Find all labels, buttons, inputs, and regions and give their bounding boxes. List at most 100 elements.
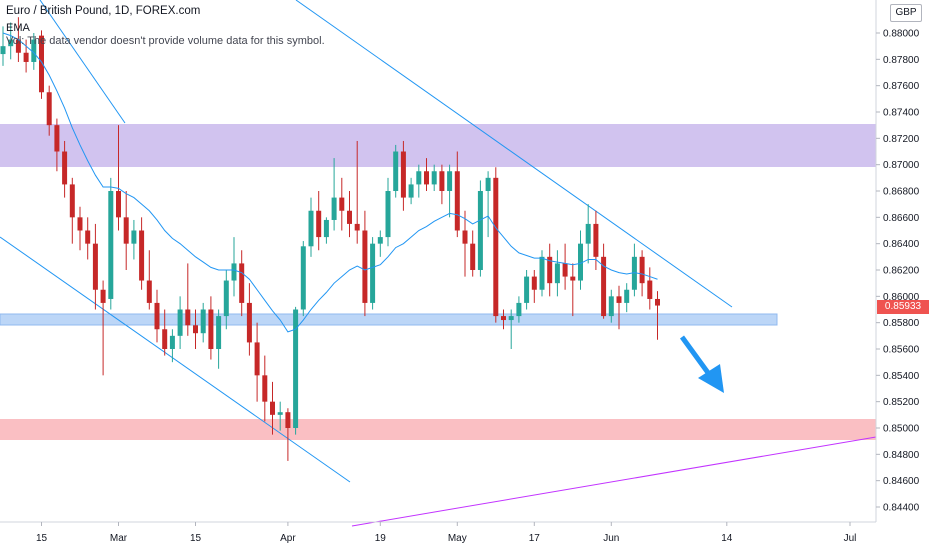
supply-zone[interactable] bbox=[0, 124, 876, 167]
candle-down[interactable] bbox=[285, 412, 291, 428]
candle-up[interactable] bbox=[323, 219, 329, 238]
candle-up[interactable] bbox=[216, 316, 222, 349]
candle-down[interactable] bbox=[570, 276, 576, 281]
candle-down[interactable] bbox=[262, 375, 268, 402]
candle-up[interactable] bbox=[539, 256, 545, 290]
candle-down[interactable] bbox=[54, 125, 60, 152]
candle-down[interactable] bbox=[593, 223, 599, 257]
candle-up[interactable] bbox=[554, 263, 560, 284]
candle-down[interactable] bbox=[23, 52, 29, 62]
candle-up[interactable] bbox=[485, 177, 491, 191]
candle-down[interactable] bbox=[339, 197, 345, 211]
candle-down[interactable] bbox=[123, 217, 129, 244]
candle-up[interactable] bbox=[31, 39, 37, 62]
candle-down[interactable] bbox=[254, 342, 260, 376]
candle-down[interactable] bbox=[655, 298, 660, 306]
candle-down[interactable] bbox=[424, 171, 429, 185]
candle-up[interactable] bbox=[300, 246, 306, 310]
candle-down[interactable] bbox=[347, 210, 352, 224]
candle-up[interactable] bbox=[631, 256, 637, 290]
candle-down[interactable] bbox=[454, 171, 460, 231]
candle-down[interactable] bbox=[270, 401, 275, 415]
demand-zone[interactable] bbox=[0, 419, 876, 440]
candle-down[interactable] bbox=[316, 210, 322, 238]
time-axis[interactable]: 15 Mar 15 Apr 19 May 17 Jun 14 Jul bbox=[36, 522, 856, 544]
time-tick-label: Apr bbox=[280, 533, 296, 544]
candle-down[interactable] bbox=[77, 217, 83, 231]
candle-down[interactable] bbox=[354, 223, 360, 231]
candle-up[interactable] bbox=[108, 191, 114, 299]
candle-down[interactable] bbox=[470, 243, 476, 270]
candle-down[interactable] bbox=[92, 243, 98, 290]
candle-up[interactable] bbox=[377, 237, 383, 244]
candle-down[interactable] bbox=[246, 302, 252, 343]
candle-up[interactable] bbox=[308, 210, 314, 247]
candle-up[interactable] bbox=[200, 309, 206, 334]
candle-up[interactable] bbox=[8, 39, 14, 47]
candle-up[interactable] bbox=[0, 46, 6, 55]
candle-down[interactable] bbox=[146, 280, 152, 303]
candle-down[interactable] bbox=[493, 177, 499, 317]
price-tick-label: 0.85000 bbox=[883, 424, 920, 435]
candle-down[interactable] bbox=[400, 151, 406, 198]
candle-up[interactable] bbox=[578, 243, 583, 281]
candle-down[interactable] bbox=[139, 230, 145, 281]
candle-down[interactable] bbox=[100, 289, 106, 303]
currency-badge[interactable]: GBP bbox=[890, 4, 922, 22]
candle-down[interactable] bbox=[46, 92, 52, 126]
candle-down[interactable] bbox=[462, 230, 468, 244]
candle-down[interactable] bbox=[647, 280, 653, 299]
candle-up[interactable] bbox=[524, 276, 530, 303]
candle-down[interactable] bbox=[531, 276, 537, 290]
price-tick-label: 0.86600 bbox=[883, 213, 920, 224]
candle-down[interactable] bbox=[362, 230, 368, 303]
candle-up[interactable] bbox=[370, 243, 376, 303]
candle-up[interactable] bbox=[331, 197, 337, 220]
candle-up[interactable] bbox=[508, 316, 514, 321]
candle-down[interactable] bbox=[501, 316, 506, 321]
candle-down[interactable] bbox=[39, 35, 44, 93]
candle-up[interactable] bbox=[231, 263, 237, 281]
upper-channel-line[interactable] bbox=[39, 0, 126, 124]
price-axis[interactable]: 0.88000 0.87800 0.87600 0.87400 0.87200 0.870… bbox=[876, 29, 920, 514]
candle-up[interactable] bbox=[131, 230, 137, 244]
candle-down[interactable] bbox=[601, 256, 607, 317]
candle-down[interactable] bbox=[154, 302, 160, 330]
candle-down[interactable] bbox=[562, 263, 568, 277]
candle-down[interactable] bbox=[85, 230, 91, 244]
candle-down[interactable] bbox=[439, 171, 445, 191]
candle-up[interactable] bbox=[516, 302, 522, 317]
candle-down[interactable] bbox=[547, 256, 553, 284]
candle-up[interactable] bbox=[416, 171, 422, 185]
candle-up[interactable] bbox=[477, 191, 483, 270]
candle-down[interactable] bbox=[616, 296, 622, 303]
pivot-zone[interactable] bbox=[0, 313, 778, 326]
candle-up[interactable] bbox=[431, 171, 437, 185]
candle-down[interactable] bbox=[193, 325, 198, 334]
candle-up[interactable] bbox=[169, 335, 175, 349]
candle-up[interactable] bbox=[277, 412, 283, 415]
ascending-support-line[interactable] bbox=[351, 436, 877, 527]
candle-up[interactable] bbox=[408, 184, 414, 198]
candle-up[interactable] bbox=[393, 151, 399, 192]
candle-up[interactable] bbox=[585, 223, 591, 244]
candle-up[interactable] bbox=[608, 296, 614, 317]
candle-down[interactable] bbox=[162, 329, 168, 349]
candle-up[interactable] bbox=[385, 191, 391, 238]
candle-down[interactable] bbox=[15, 39, 21, 53]
candle-up[interactable] bbox=[223, 280, 229, 317]
candle-down[interactable] bbox=[116, 191, 121, 218]
candle-down[interactable] bbox=[239, 263, 245, 303]
candle-up[interactable] bbox=[624, 289, 630, 303]
lower-channel-line[interactable] bbox=[0, 236, 351, 483]
descending-trendline[interactable] bbox=[295, 0, 733, 308]
candle-up[interactable] bbox=[177, 309, 183, 336]
candle-down[interactable] bbox=[185, 309, 191, 326]
candle-down[interactable] bbox=[62, 151, 68, 185]
candle-down[interactable] bbox=[208, 309, 214, 350]
candle-down[interactable] bbox=[69, 184, 75, 218]
candle-down[interactable] bbox=[639, 256, 645, 284]
candle-up[interactable] bbox=[293, 309, 299, 429]
candle-up[interactable] bbox=[447, 171, 453, 191]
